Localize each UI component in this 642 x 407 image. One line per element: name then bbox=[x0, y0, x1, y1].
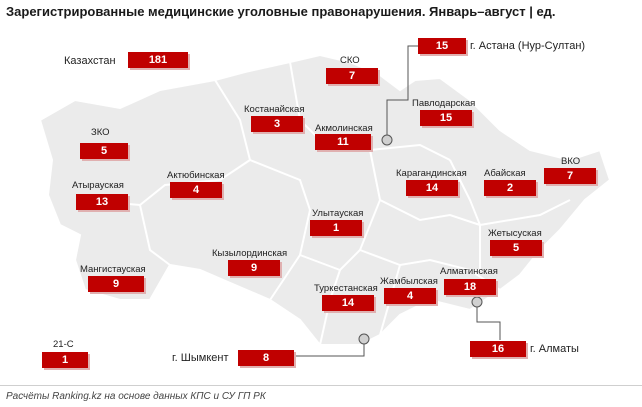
region-value-akmola: 11 bbox=[315, 134, 371, 150]
region-value-astana: 15 bbox=[418, 38, 466, 54]
almaty-marker bbox=[471, 296, 483, 308]
region-label-zhambyl: Жамбылская bbox=[380, 276, 438, 287]
region-label-sko: СКО bbox=[340, 55, 360, 66]
region-label-kostanay: Костанайская bbox=[244, 104, 305, 115]
region-label-vko: ВКО bbox=[561, 156, 581, 167]
region-label-21c: 21-С bbox=[53, 339, 74, 350]
region-value-almaty-reg: 18 bbox=[444, 279, 496, 295]
region-label-zko: ЗКО bbox=[91, 127, 110, 138]
region-label-turkestan: Туркестанская bbox=[314, 283, 378, 294]
total-label: Казахстан bbox=[64, 55, 116, 67]
region-value-aktobe: 4 bbox=[170, 182, 222, 198]
region-value-turkestan: 14 bbox=[322, 295, 374, 311]
region-label-shymkent: г. Шымкент bbox=[172, 352, 229, 364]
map-outline bbox=[38, 53, 612, 346]
region-label-akmola: Акмолинская bbox=[315, 123, 373, 134]
region-value-21c: 1 bbox=[42, 352, 88, 368]
region-label-atyrau: Атырауская bbox=[72, 180, 124, 191]
region-label-mangistau: Мангистауская bbox=[80, 264, 146, 275]
region-label-almaty-reg: Алматинская bbox=[440, 266, 498, 277]
region-value-vko: 7 bbox=[544, 168, 596, 184]
astana-marker bbox=[381, 134, 393, 146]
region-value-kyzylorda: 9 bbox=[228, 260, 280, 276]
region-value-atyrau: 13 bbox=[76, 194, 128, 210]
source-note: Расчёты Ranking.kz на основе данных КПС … bbox=[6, 391, 266, 402]
region-label-zhetysu: Жетысуская bbox=[488, 228, 542, 239]
region-value-abai: 2 bbox=[484, 180, 536, 196]
region-value-mangistau: 9 bbox=[88, 276, 144, 292]
region-value-sko: 7 bbox=[326, 68, 378, 84]
region-value-zhambyl: 4 bbox=[384, 288, 436, 304]
region-value-shymkent: 8 bbox=[238, 350, 294, 366]
region-label-pavlodar: Павлодарская bbox=[412, 98, 476, 109]
shymkent-leader-line bbox=[296, 344, 365, 357]
region-value-kostanay: 3 bbox=[251, 116, 303, 132]
region-label-kyzylorda: Кызылординская bbox=[212, 248, 288, 259]
region-value-ulytau: 1 bbox=[310, 220, 362, 236]
astana-leader-line bbox=[386, 45, 418, 135]
region-value-zko: 5 bbox=[80, 143, 128, 159]
region-label-abai: Абайская bbox=[484, 168, 526, 179]
region-label-karaganda: Карагандинская bbox=[396, 168, 467, 179]
region-label-almaty-city: г. Алматы bbox=[530, 343, 579, 355]
region-label-aktobe: Актюбинская bbox=[167, 170, 225, 181]
region-label-astana: г. Астана (Нур-Султан) bbox=[470, 40, 586, 52]
shymkent-marker bbox=[358, 333, 370, 345]
page-title: Зарегистрированные медицинские уголовные… bbox=[6, 4, 556, 19]
total-value: 181 bbox=[128, 52, 188, 68]
region-value-almaty-city: 16 bbox=[470, 341, 526, 357]
footer-divider bbox=[0, 385, 642, 386]
almaty-leader-line bbox=[476, 307, 501, 340]
region-label-ulytau: Улытауская bbox=[312, 208, 364, 219]
region-value-pavlodar: 15 bbox=[420, 110, 472, 126]
region-value-zhetysu: 5 bbox=[490, 240, 542, 256]
region-value-karaganda: 14 bbox=[406, 180, 458, 196]
